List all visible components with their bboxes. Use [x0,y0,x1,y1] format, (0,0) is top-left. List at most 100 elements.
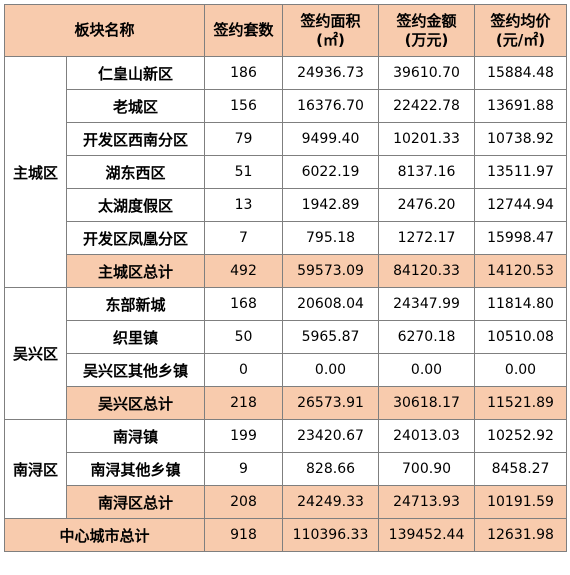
region-label: 吴兴区 [4,287,67,420]
table-row: 湖东西区 51 6022.19 8137.16 13511.97 [5,155,568,189]
cell-price: 0.00 [474,353,568,387]
cell-area: 6022.19 [282,155,380,189]
header-area-line2: (㎡) [316,30,345,49]
cell-amount: 139452.44 [378,518,476,552]
cell-area: 5965.87 [282,320,380,354]
cell-amount: 39610.70 [378,56,476,90]
cell-count: 7 [204,221,284,255]
block-name: 南浔其他乡镇 [65,452,206,486]
block-name: 太湖度假区 [65,188,206,222]
header-price: 签约均价 (元/㎡) [474,4,568,57]
cell-count: 208 [204,485,284,519]
cell-count: 918 [204,518,284,552]
table-row: 太湖度假区 13 1942.89 2476.20 12744.94 [5,188,568,222]
cell-price: 15884.48 [474,56,568,90]
subtotal-name: 吴兴区总计 [65,386,206,420]
header-area-line1: 签约面积 [300,11,361,30]
cell-area: 24936.73 [282,56,380,90]
header-amount: 签约金额 (万元) [378,4,476,57]
cell-amount: 10201.33 [378,122,476,156]
block-name: 开发区西南分区 [65,122,206,156]
cell-count: 13 [204,188,284,222]
cell-count: 51 [204,155,284,189]
block-name: 织里镇 [65,320,206,354]
subtotal-row: 吴兴区总计 218 26573.91 30618.17 11521.89 [5,386,568,420]
cell-area: 23420.67 [282,419,380,453]
cell-price: 13511.97 [474,155,568,189]
table-row: 吴兴区 东部新城 168 20608.04 24347.99 11814.80 [4,287,568,420]
header-price-line2: (元/㎡) [495,30,546,49]
cell-area: 16376.70 [282,89,380,123]
block-name: 老城区 [65,89,206,123]
cell-amount: 2476.20 [378,188,476,222]
block-name: 湖东西区 [65,155,206,189]
cell-count: 0 [204,353,284,387]
subtotal-row: 南浔区总计 208 24249.33 24713.93 10191.59 [5,485,568,519]
table-row: 开发区西南分区 79 9499.40 10201.33 10738.92 [5,122,568,156]
cell-count: 199 [204,419,284,453]
cell-amount: 24713.93 [378,485,476,519]
cell-count: 156 [204,89,284,123]
cell-area: 9499.40 [282,122,380,156]
table-row: 南浔区 南浔镇 199 23420.67 24013.03 10252.92 [4,419,568,519]
cell-count: 50 [204,320,284,354]
header-price-line1: 签约均价 [490,11,551,30]
grand-total-row: 中心城市总计 918 110396.33 139452.44 12631.98 [3,518,568,552]
cell-amount: 8137.16 [378,155,476,189]
block-name: 东部新城 [65,287,206,321]
cell-amount: 30618.17 [378,386,476,420]
table-row: 老城区 156 16376.70 22422.78 13691.88 [5,89,568,123]
cell-price: 13691.88 [474,89,568,123]
block-name: 南浔镇 [65,419,206,453]
cell-area: 110396.33 [282,518,380,552]
cell-area: 795.18 [282,221,380,255]
cell-amount: 24347.99 [378,287,476,321]
cell-count: 79 [204,122,284,156]
cell-price: 11521.89 [474,386,568,420]
cell-area: 24249.33 [282,485,380,519]
cell-price: 10738.92 [474,122,568,156]
subtotal-name: 南浔区总计 [65,485,206,519]
subtotal-row: 主城区总计 492 59573.09 84120.33 14120.53 [5,254,568,288]
cell-area: 26573.91 [282,386,380,420]
header-count: 签约套数 [204,4,284,57]
cell-price: 12744.94 [474,188,568,222]
block-name: 仁皇山新区 [65,56,206,90]
cell-amount: 84120.33 [378,254,476,288]
cell-area: 828.66 [282,452,380,486]
cell-amount: 22422.78 [378,89,476,123]
cell-amount: 1272.17 [378,221,476,255]
region-label: 南浔区 [4,419,67,519]
header-block: 板块名称 [3,4,206,57]
cell-price: 10252.92 [474,419,568,453]
cell-count: 492 [204,254,284,288]
cell-price: 10510.08 [474,320,568,354]
cell-area: 20608.04 [282,287,380,321]
cell-area: 1942.89 [282,188,380,222]
header-amount-line2: (万元) [404,30,449,49]
cell-count: 9 [204,452,284,486]
cell-amount: 0.00 [378,353,476,387]
table-row: 主城区 仁皇山新区 186 24936.73 39610.70 15884.48 [4,56,568,288]
cell-count: 168 [204,287,284,321]
cell-price: 8458.27 [474,452,568,486]
block-name: 开发区凤凰分区 [65,221,206,255]
sales-table: 板块名称 签约套数 签约面积 (㎡) 签约金额 (万元) 签约均价 (元/㎡) … [3,4,568,552]
cell-amount: 700.90 [378,452,476,486]
table-row: 织里镇 50 5965.87 6270.18 10510.08 [5,320,568,354]
cell-area: 59573.09 [282,254,380,288]
header-row: 板块名称 签约套数 签约面积 (㎡) 签约金额 (万元) 签约均价 (元/㎡) [3,4,568,57]
header-area: 签约面积 (㎡) [282,4,380,57]
cell-area: 0.00 [282,353,380,387]
cell-price: 12631.98 [474,518,568,552]
cell-amount: 6270.18 [378,320,476,354]
block-name: 吴兴区其他乡镇 [65,353,206,387]
header-amount-line1: 签约金额 [396,11,457,30]
cell-price: 15998.47 [474,221,568,255]
table-row: 吴兴区其他乡镇 0 0.00 0.00 0.00 [5,353,568,387]
cell-price: 11814.80 [474,287,568,321]
cell-count: 186 [204,56,284,90]
cell-amount: 24013.03 [378,419,476,453]
region-label: 主城区 [4,56,67,288]
cell-price: 10191.59 [474,485,568,519]
